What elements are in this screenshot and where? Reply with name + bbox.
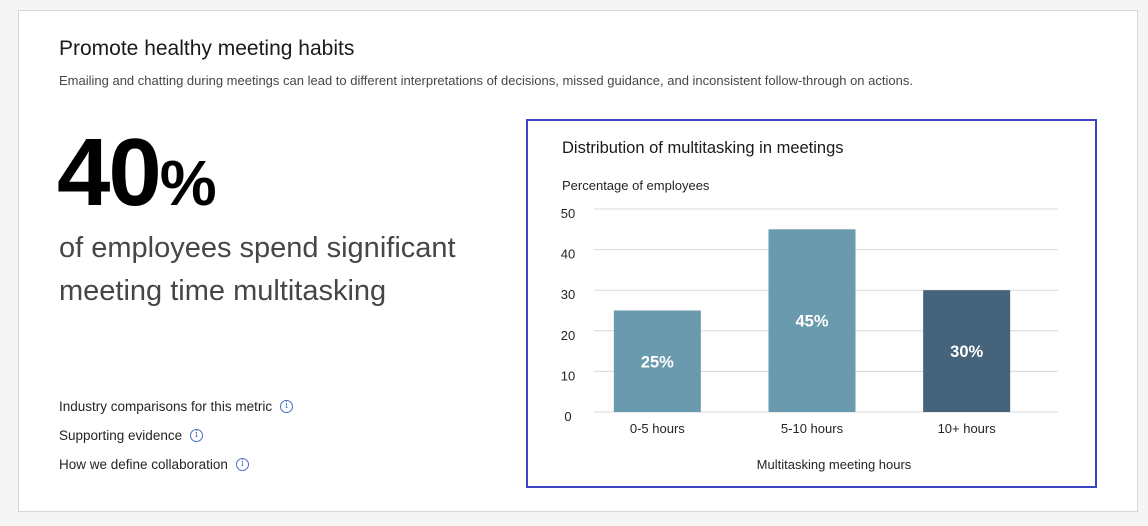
bar[interactable] bbox=[768, 229, 856, 412]
y-tick-label: 20 bbox=[561, 328, 575, 343]
bar-data-label: 45% bbox=[795, 313, 828, 331]
info-icon[interactable]: i bbox=[190, 429, 204, 442]
y-tick-label: 50 bbox=[561, 206, 575, 221]
card-subtitle: Emailing and chatting during meetings ca… bbox=[59, 73, 913, 88]
y-tick-label: 30 bbox=[561, 287, 575, 302]
x-tick-label: 5-10 hours bbox=[781, 421, 844, 436]
stat-unit: % bbox=[159, 147, 217, 219]
stat-value: 40 bbox=[57, 119, 162, 226]
insight-card: Promote healthy meeting habits Emailing … bbox=[18, 10, 1138, 512]
chart-panel: Distribution of multitasking in meetings… bbox=[526, 119, 1097, 488]
y-tick-label: 0 bbox=[564, 409, 571, 424]
info-links: Industry comparisons for this metric i S… bbox=[59, 392, 294, 479]
link-supporting-evidence[interactable]: Supporting evidence i bbox=[59, 421, 293, 450]
bar-data-label: 25% bbox=[641, 353, 674, 371]
bar-data-label: 30% bbox=[950, 343, 983, 361]
y-tick-label: 10 bbox=[561, 368, 575, 383]
x-tick-labels: 0-5 hours 5-10 hours 10+ hours bbox=[630, 421, 996, 436]
bar[interactable] bbox=[613, 310, 701, 413]
y-axis-label: Percentage of employees bbox=[562, 178, 710, 193]
stat-description: of employees spend significant meeting t… bbox=[59, 232, 456, 307]
y-tick-label: 40 bbox=[561, 247, 575, 262]
link-label: Industry comparisons for this metric bbox=[59, 399, 273, 414]
x-tick-label: 0-5 hours bbox=[630, 421, 685, 436]
x-axis-label: Multitasking meeting hours bbox=[757, 457, 912, 472]
link-industry-comparisons[interactable]: Industry comparisons for this metric i bbox=[59, 392, 294, 421]
card-title: Promote healthy meeting habits bbox=[59, 37, 355, 60]
link-label: How we define collaboration bbox=[59, 457, 228, 472]
y-tick-labels: 0 10 20 30 40 50 bbox=[561, 206, 575, 424]
bar[interactable] bbox=[923, 290, 1011, 412]
chart-title: Distribution of multitasking in meetings bbox=[562, 139, 844, 157]
x-tick-label: 10+ hours bbox=[938, 421, 997, 436]
bar-chart: Percentage of employees 0 10 20 30 40 50 25% 4… bbox=[561, 178, 1058, 472]
link-define-collaboration[interactable]: How we define collaboration i bbox=[59, 450, 293, 479]
headline-stat: 40% bbox=[57, 125, 217, 221]
info-icon[interactable]: i bbox=[280, 400, 294, 413]
bars: 25% 45% 30% bbox=[613, 229, 1011, 413]
info-icon[interactable]: i bbox=[235, 458, 249, 471]
link-label: Supporting evidence bbox=[59, 428, 183, 443]
